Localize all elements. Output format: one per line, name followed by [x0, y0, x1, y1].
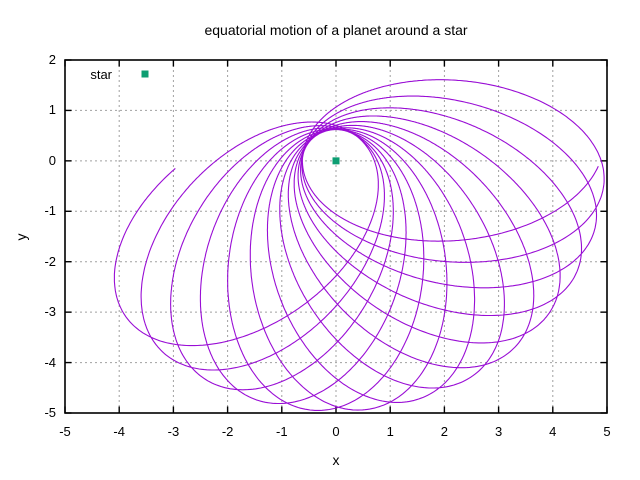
legend-label: star [90, 67, 112, 82]
x-tick-label: -5 [59, 424, 71, 439]
x-tick-label: 2 [440, 424, 448, 439]
y-tick-label: -2 [44, 253, 56, 269]
x-tick-label: 5 [603, 424, 611, 439]
grid-lines [64, 59, 608, 414]
y-axis-label: y [13, 233, 29, 241]
x-tick-label: 1 [386, 424, 394, 439]
trajectory-path [113, 79, 605, 411]
x-tick-label: -3 [167, 424, 180, 439]
chart-title: equatorial motion of a planet around a s… [204, 22, 468, 38]
y-tick-label: -3 [44, 304, 56, 320]
x-tick-label: -4 [113, 424, 125, 439]
x-tick-label: -1 [276, 424, 288, 439]
x-tick-label: -2 [221, 424, 234, 439]
plot-border [64, 59, 608, 414]
y-tick-label: 1 [48, 102, 56, 118]
y-tick-label: 0 [48, 152, 56, 168]
star-data-point-marker [332, 157, 340, 165]
y-tick-label: -1 [44, 203, 56, 219]
x-axis-label: x [332, 452, 340, 468]
y-tick-label: -5 [44, 405, 56, 420]
y-tick-label: 2 [48, 52, 56, 67]
x-tick-label: 3 [494, 424, 503, 439]
x-tick-label: 4 [549, 424, 557, 439]
legend-star-marker-icon [141, 70, 149, 78]
y-tick-label: -4 [44, 354, 56, 370]
x-tick-label: 0 [332, 424, 340, 439]
